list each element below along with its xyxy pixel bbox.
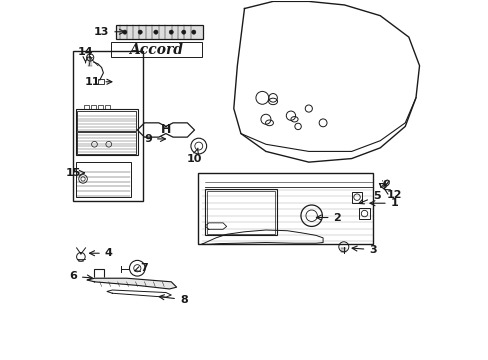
Text: 3: 3	[351, 245, 376, 255]
Text: 12: 12	[383, 189, 402, 200]
Bar	[110, 42, 201, 57]
Circle shape	[169, 30, 173, 34]
Bar	[98, 79, 104, 84]
Text: 14: 14	[78, 47, 93, 63]
Bar	[73, 51, 142, 202]
Text: 15: 15	[65, 168, 84, 178]
Bar	[83, 105, 88, 109]
Bar	[116, 25, 203, 39]
Bar	[76, 109, 138, 155]
Bar	[351, 192, 362, 203]
Text: 10: 10	[186, 148, 202, 163]
Circle shape	[153, 30, 158, 34]
Text: 9: 9	[144, 134, 165, 144]
Text: 2: 2	[316, 212, 341, 222]
Text: H: H	[161, 123, 171, 136]
Text: 6: 6	[69, 271, 92, 282]
Bar	[198, 173, 372, 244]
Bar	[94, 269, 104, 278]
Text: 11: 11	[85, 77, 112, 87]
Text: 4: 4	[89, 248, 112, 258]
Bar	[98, 105, 103, 109]
Text: 5: 5	[358, 191, 380, 204]
Text: V6: V6	[381, 180, 388, 185]
Circle shape	[191, 30, 196, 34]
Polygon shape	[87, 278, 176, 289]
Text: V6: V6	[378, 184, 387, 189]
Bar	[206, 191, 274, 234]
Text: 8: 8	[159, 295, 187, 305]
Bar	[205, 189, 276, 235]
Circle shape	[138, 30, 142, 34]
Bar	[77, 132, 136, 154]
Text: 7: 7	[135, 262, 148, 273]
Bar	[76, 162, 131, 197]
Circle shape	[122, 30, 127, 34]
Bar	[77, 111, 136, 131]
Text: 1: 1	[369, 198, 398, 208]
Bar	[105, 105, 110, 109]
Text: 13: 13	[94, 27, 124, 37]
Circle shape	[181, 30, 185, 34]
Text: Accord: Accord	[129, 42, 183, 57]
Bar	[91, 105, 96, 109]
Bar	[358, 208, 369, 219]
